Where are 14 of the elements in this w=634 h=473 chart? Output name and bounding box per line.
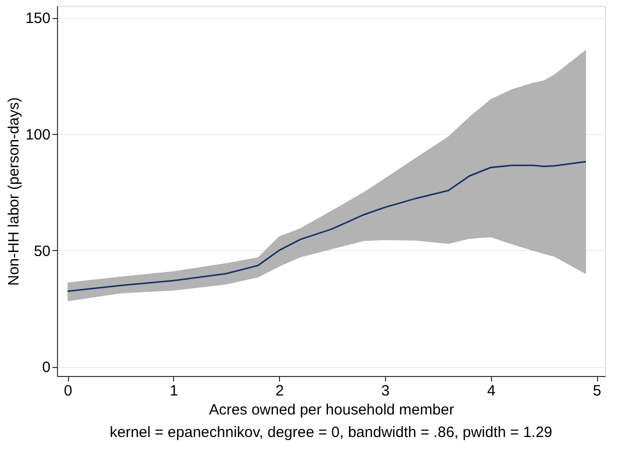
x-tick-label: 0 [64,382,72,400]
x-tick-label: 4 [487,382,496,400]
line-series [66,160,587,292]
x-axis-title: Acres owned per household member [208,402,454,418]
y-axis-title: Non-HH labor (person-days) [5,97,22,286]
x-tick-label: 1 [170,382,178,400]
y-tick-label: 100 [25,126,50,144]
text: kernel = epanechnikov, degree = 0, bandwidth = .86, pwidth = 1.29 [110,424,552,441]
x-tick-label: 5 [592,382,602,400]
y-tick-label: 50 [34,242,50,260]
x-tick-label: 3 [381,382,390,400]
y-tick-label: 150 [25,10,50,28]
x-tick-label: 2 [275,382,284,400]
y-tick-label: 0 [42,359,50,376]
